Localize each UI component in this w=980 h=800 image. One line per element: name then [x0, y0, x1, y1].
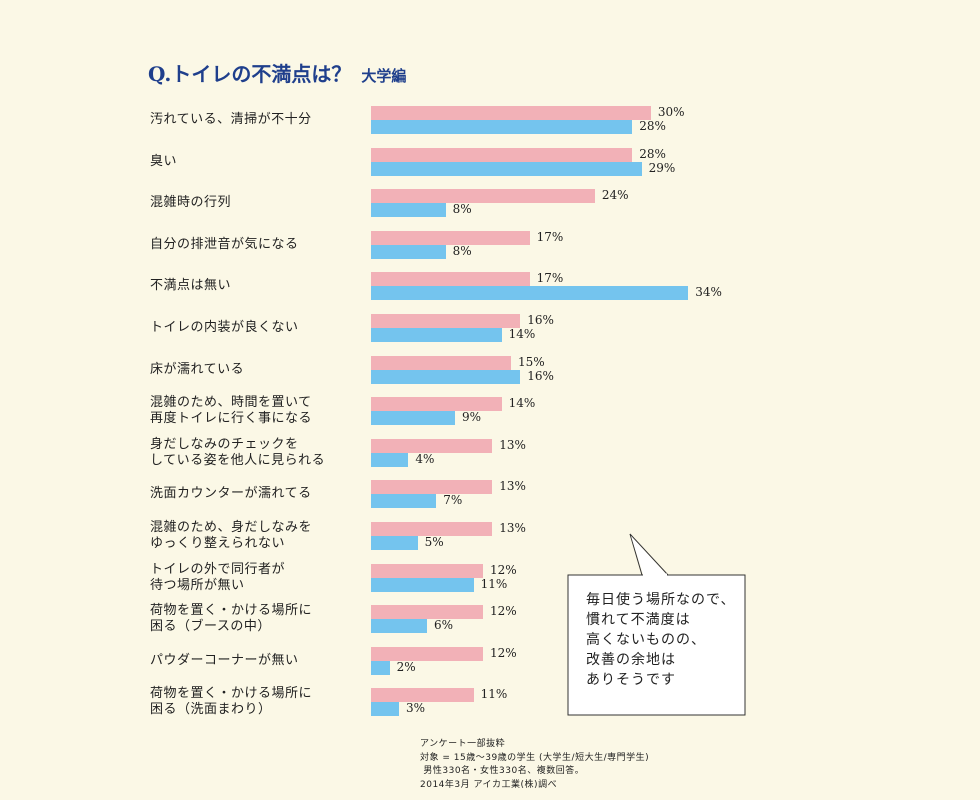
- category-label: 荷物を置く・かける場所に 困る（ブースの中）: [150, 603, 313, 635]
- bar-series-2: [371, 328, 502, 342]
- bar-series-1: [371, 480, 493, 495]
- data-label: 14%: [508, 327, 536, 341]
- bar-series-1: [371, 605, 483, 620]
- data-label: 13%: [499, 521, 526, 535]
- data-label: 7%: [443, 493, 463, 508]
- category-label: 自分の排泄音が気になる: [150, 236, 299, 252]
- data-label: 9%: [461, 410, 482, 425]
- data-label: 8%: [452, 243, 472, 258]
- bar-series-2: [371, 536, 418, 550]
- category-label: トイレの内装が良くない: [150, 320, 299, 335]
- category-label: 汚れている、清掃が不十分: [150, 112, 312, 127]
- data-label: 14%: [508, 396, 536, 411]
- bar-series-2: [371, 452, 409, 467]
- callout-text: 毎日使う場所なので、 慣れて不満度は 高くないものの、 改善の余地は ありそうで…: [586, 592, 736, 688]
- data-label: 12%: [489, 604, 517, 619]
- data-label: 12%: [489, 562, 517, 577]
- data-label: 13%: [499, 437, 526, 452]
- data-label: 6%: [433, 618, 454, 633]
- bar-series-2: [371, 203, 446, 218]
- category-label: 床が濡れている: [150, 361, 245, 377]
- bar-series-2: [371, 494, 437, 509]
- chart-title-main: Q.トイレの不満点は？: [148, 62, 352, 86]
- category-label: 混雑時の行列: [150, 195, 232, 211]
- category-label: 混雑のため、身だしなみを ゆっくり整えられない: [150, 520, 313, 551]
- data-label: 13%: [499, 479, 526, 494]
- bar-series-2: [371, 286, 689, 301]
- category-label: 荷物を置く・かける場所に 困る（洗面まわり）: [150, 686, 313, 718]
- data-label: 30%: [657, 105, 685, 119]
- category-label: 身だしなみのチェックを している姿を他人に見られる: [150, 436, 326, 468]
- category-label: トイレの外で同行者が 待つ場所が無い: [150, 561, 286, 593]
- bar-series-1: [371, 272, 530, 287]
- data-label: 17%: [536, 271, 564, 286]
- bar-series-1: [371, 438, 493, 453]
- bar-series-1: [371, 106, 651, 120]
- bar-series-2: [371, 702, 399, 717]
- bar-series-1: [371, 397, 502, 412]
- data-label: 24%: [601, 188, 629, 203]
- bar-series-2: [371, 577, 474, 592]
- data-label: 34%: [695, 285, 722, 300]
- category-label: 混雑のため、時間を置いて 再度トイレに行く事になる: [150, 395, 313, 427]
- bar-series-1: [371, 522, 493, 536]
- category-label: 不満点は無い: [150, 278, 232, 294]
- data-label: 15%: [517, 354, 545, 369]
- survey-footnote: アンケート一部抜粋 対象 = 15歳〜39歳の学生 (大学生/短大生/専門学生)…: [420, 739, 650, 790]
- bar-series-1: [371, 563, 483, 578]
- data-label: 28%: [639, 146, 666, 161]
- data-label: 3%: [405, 701, 426, 716]
- bar-series-2: [371, 120, 633, 134]
- bar-series-2: [371, 619, 427, 634]
- data-label: 4%: [415, 451, 435, 466]
- data-label: 17%: [536, 229, 564, 244]
- bar-series-2: [371, 369, 521, 384]
- chart-title: Q.トイレの不満点は？ 大学編: [148, 58, 406, 87]
- chart-title-sub: 大学編: [361, 67, 407, 85]
- category-label: 洗面カウンターが濡れてる: [150, 486, 312, 502]
- data-label: 2%: [396, 659, 416, 674]
- data-label: 8%: [452, 202, 472, 217]
- category-label: パウダーコーナーが無い: [150, 652, 299, 668]
- bar-series-1: [371, 314, 521, 328]
- bar-series-2: [371, 244, 446, 259]
- data-label: 5%: [424, 535, 444, 549]
- data-label: 16%: [527, 368, 554, 383]
- data-label: 16%: [527, 313, 554, 327]
- data-label: 28%: [639, 119, 666, 133]
- data-label: 12%: [489, 645, 517, 660]
- data-label: 29%: [648, 160, 676, 175]
- category-label: 臭い: [150, 153, 178, 169]
- bar-series-1: [371, 147, 633, 162]
- bar-series-1: [371, 646, 483, 661]
- bar-series-2: [371, 411, 455, 426]
- speech-bubble: [567, 533, 746, 716]
- bar-series-2: [371, 161, 642, 176]
- bar-series-1: [371, 189, 595, 204]
- bar-series-2: [371, 660, 390, 675]
- bar-series-1: [371, 355, 511, 370]
- data-label: 11%: [480, 687, 508, 702]
- bar-series-1: [371, 230, 530, 245]
- bar-series-1: [371, 688, 474, 703]
- data-label: 11%: [480, 576, 508, 591]
